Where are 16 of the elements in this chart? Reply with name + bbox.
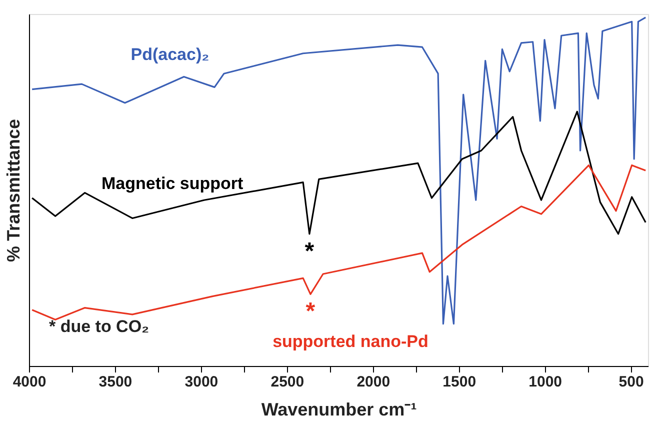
series-label: Magnetic support — [102, 174, 244, 194]
y-axis-title: % Transmittance — [4, 118, 24, 262]
x-tick-label: 4000 — [12, 374, 46, 390]
x-tick-label: 2500 — [270, 374, 304, 390]
annotation: * due to CO₂ — [49, 317, 150, 336]
annotation: * — [304, 238, 315, 265]
x-axis-title: Wavenumber cm⁻¹ — [261, 400, 417, 420]
x-tick-label: 1500 — [442, 374, 476, 390]
x-tick-label: 3000 — [184, 374, 218, 390]
x-tick-label: 1000 — [528, 374, 562, 390]
series-label: Pd(acac)₂ — [130, 44, 210, 64]
text: supported nano-Pd — [272, 332, 428, 352]
x-tick-label: 3500 — [98, 374, 132, 390]
x-tick-label: 2000 — [356, 374, 390, 390]
x-tick-label: 500 — [618, 374, 644, 390]
annotation: * — [306, 298, 316, 326]
